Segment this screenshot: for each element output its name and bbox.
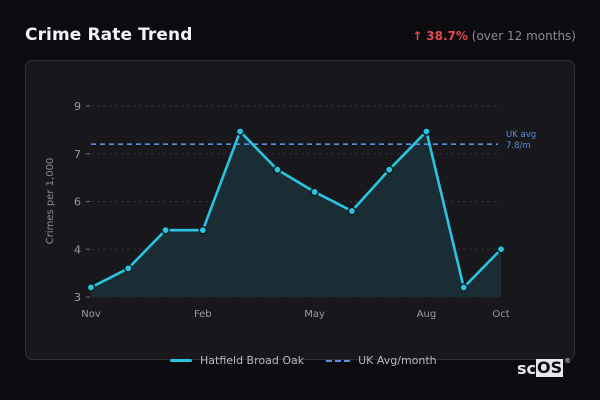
data-point[interactable] — [384, 165, 394, 174]
y-axis-ticks: 3 4 6 7 9 — [74, 100, 90, 304]
x-tick-label: Feb — [194, 309, 212, 320]
data-point[interactable] — [496, 244, 506, 254]
data-point[interactable] — [422, 127, 431, 136]
data-point[interactable] — [310, 187, 319, 197]
change-period: (over 12 months) — [471, 29, 576, 43]
chart-legend: Hatfield Broad Oak UK Avg/month — [170, 354, 459, 367]
data-point[interactable] — [347, 206, 357, 216]
change-value: 38.7% — [426, 29, 468, 43]
legend-series-label: Hatfield Broad Oak — [200, 354, 305, 367]
dashed-line-swatch-icon — [326, 359, 351, 362]
series-line — [90, 130, 502, 289]
page-title: Crime Rate Trend — [25, 25, 193, 45]
change-indicator: ↑ 38.7% (over 12 months) — [412, 29, 576, 43]
x-tick-label: Nov — [81, 309, 101, 320]
y-tick-label: 4 — [74, 243, 81, 256]
data-point[interactable] — [123, 264, 133, 273]
logo-text: sc — [517, 359, 537, 378]
data-point[interactable] — [273, 165, 282, 174]
y-tick-label: 6 — [74, 196, 81, 209]
y-tick-label: 3 — [74, 291, 81, 304]
x-axis-ticks: Nov Feb May Aug Oct — [81, 309, 509, 320]
data-point[interactable] — [161, 225, 170, 235]
series-area — [91, 131, 501, 297]
data-point[interactable] — [235, 127, 245, 136]
data-points — [86, 127, 506, 292]
data-point[interactable] — [86, 283, 96, 292]
y-axis-label: Crimes per 1,000 — [45, 158, 56, 245]
registered-icon: ® — [564, 357, 572, 365]
uk-avg-annotation: UK avg — [506, 130, 536, 140]
uk-avg-annotation-value: 7.8/m — [506, 141, 531, 151]
x-tick-label: Aug — [417, 309, 437, 320]
logo-box-text: OS — [536, 358, 564, 377]
legend-item-series[interactable]: Hatfield Broad Oak — [170, 354, 304, 367]
scos-logo: sc OS ® — [517, 357, 572, 378]
data-point[interactable] — [459, 283, 469, 292]
y-tick-label: 9 — [74, 100, 81, 113]
solid-line-swatch-icon — [170, 359, 192, 362]
x-tick-label: May — [304, 309, 325, 320]
legend-avg-label: UK Avg/month — [358, 354, 437, 367]
legend-item-uk-avg[interactable]: UK Avg/month — [326, 354, 437, 367]
y-tick-label: 7 — [74, 148, 81, 161]
arrow-up-icon: ↑ — [412, 29, 423, 43]
data-point[interactable] — [198, 225, 208, 235]
x-tick-label: Oct — [492, 309, 509, 320]
